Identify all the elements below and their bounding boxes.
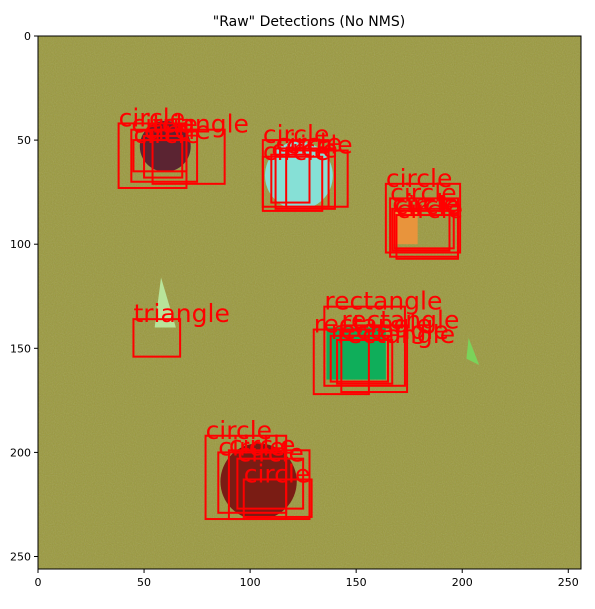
detection-box — [384, 182, 462, 254]
detection-box — [274, 147, 336, 210]
y-tick-label: 200 — [10, 446, 31, 459]
x-tick-label: 50 — [137, 576, 151, 589]
x-tick-label: 0 — [35, 576, 42, 589]
detection-label: circle — [263, 137, 330, 166]
detection-box — [132, 139, 188, 173]
detection-label: circle — [396, 195, 463, 224]
y-axis: 0 50 100 150 200 250 — [10, 30, 38, 564]
detection-box — [227, 449, 311, 521]
detection-box — [336, 338, 394, 385]
detection-label: circle — [390, 178, 457, 207]
detection-label: circle — [244, 459, 311, 488]
detection-label: circle — [237, 439, 304, 468]
detection-label: triangle — [133, 299, 229, 328]
detection-label: circle — [386, 164, 453, 193]
detection-label: rectangle — [324, 287, 442, 316]
y-tick-label: 50 — [17, 134, 31, 147]
detection-label: rectangle — [314, 310, 432, 339]
detection-box — [217, 451, 288, 514]
detection-label: circle — [271, 135, 338, 164]
detection-box — [340, 324, 409, 394]
detection-box — [391, 207, 451, 252]
detection-box — [236, 457, 305, 510]
y-tick-label: 0 — [24, 30, 31, 43]
detection-box — [395, 214, 459, 260]
shape-circle-1 — [264, 141, 333, 210]
detection-box — [393, 209, 455, 250]
x-axis: 0 50 100 150 200 250 — [35, 569, 579, 589]
detection-label: rectangle — [337, 320, 455, 349]
detection-label: circle — [131, 110, 198, 139]
shape-circle-4 — [220, 443, 297, 520]
detection-label: circle — [229, 430, 296, 459]
x-tick-label: 250 — [558, 576, 579, 589]
detection-label: circle — [263, 120, 330, 149]
detection-box — [242, 478, 313, 518]
x-tick-label: 100 — [240, 576, 261, 589]
y-tick-label: 250 — [10, 551, 31, 564]
detection-box — [261, 155, 324, 212]
axes-frame — [37, 35, 582, 570]
detection-box — [329, 334, 389, 383]
detection-box — [285, 149, 349, 208]
detection-box — [151, 128, 226, 185]
detection-label: rectangle — [341, 305, 459, 334]
shape-polygon-6 — [466, 337, 480, 365]
detection-label: circle — [144, 116, 211, 145]
x-tick-label: 200 — [452, 576, 473, 589]
detection-label: triangle — [153, 110, 249, 139]
detection-label: circle — [119, 103, 186, 132]
y-tick-label: 100 — [10, 238, 31, 251]
detection-box — [132, 318, 182, 358]
chart-title: "Raw" Detections (No NMS) — [213, 14, 405, 30]
x-tick-label: 150 — [346, 576, 367, 589]
detection-box — [323, 305, 406, 387]
y-tick-label: 150 — [10, 342, 31, 355]
shape-polygon-5 — [154, 277, 176, 328]
detection-label: circle — [206, 416, 273, 445]
detection-label: circle — [392, 189, 459, 218]
detection-box — [270, 153, 311, 204]
detection-box — [143, 134, 184, 179]
